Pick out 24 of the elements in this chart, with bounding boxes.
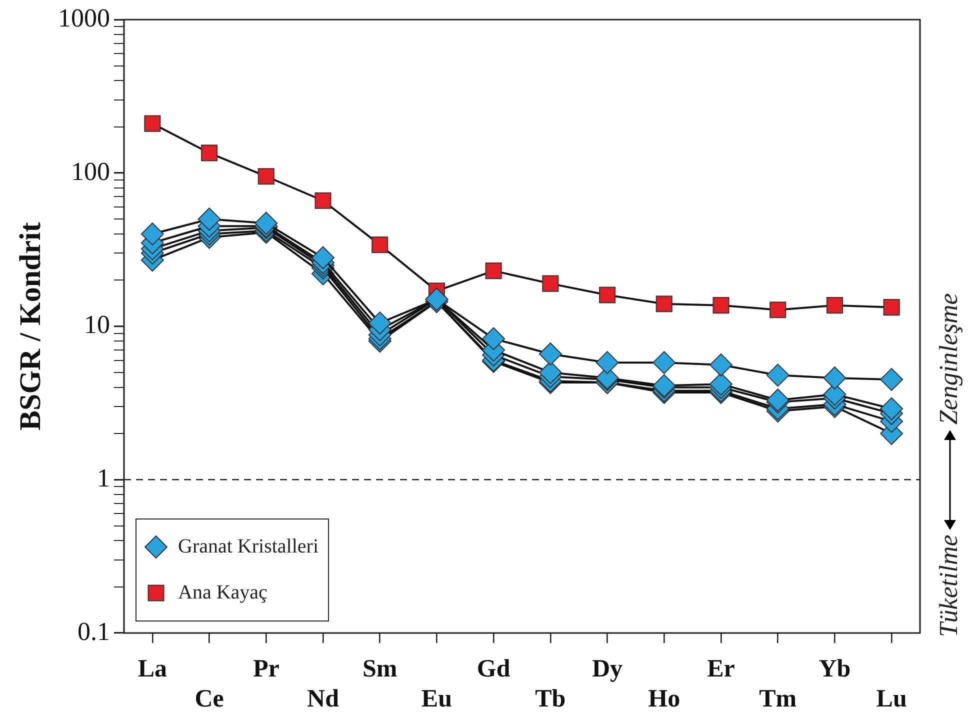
x-tick-label: Sm (362, 655, 398, 682)
y-tick-label: 10 (84, 310, 110, 340)
x-tick-label: Pr (252, 655, 280, 682)
x-tick-label: Tm (759, 685, 797, 712)
x-tick-label: La (138, 655, 168, 682)
y-axis-title: BSGR / Kondrit (14, 222, 47, 430)
x-tick-label: Ce (194, 685, 224, 712)
legend-label: Granat Kristalleri (178, 535, 319, 558)
x-tick-label: Yb (818, 655, 851, 682)
y-tick-label: 100 (71, 156, 110, 186)
x-tick-label: Gd (476, 655, 510, 682)
y-tick-label: 1000 (58, 3, 110, 32)
x-tick-label: Nd (307, 685, 340, 712)
legend-label: Ana Kayaç (178, 581, 268, 604)
x-tick-label: Tb (535, 685, 566, 712)
x-tick-label: Er (707, 655, 735, 682)
x-tick-label: Eu (421, 685, 452, 712)
x-tick-label: Ho (648, 685, 680, 712)
y-tick-label: 0.1 (78, 616, 110, 646)
x-tick-label: Lu (876, 685, 907, 712)
y-tick-label: 1 (97, 463, 110, 492)
x-tick-label: Dy (592, 655, 624, 682)
text: Tüketilme (934, 534, 963, 638)
text: Zenginleşme (934, 293, 963, 425)
